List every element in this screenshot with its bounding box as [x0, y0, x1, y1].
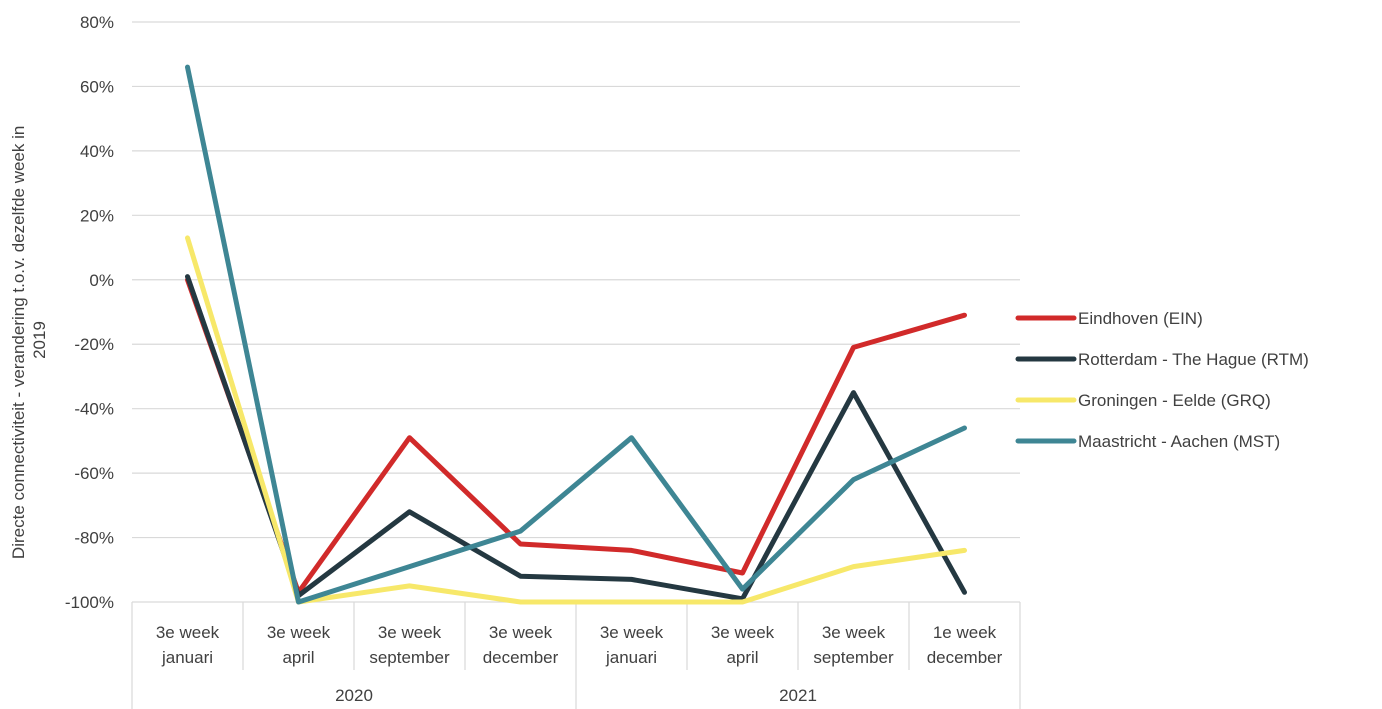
y-tick-label: 80%: [80, 13, 114, 32]
x-tick-label: 3e week: [711, 623, 775, 642]
series-line: [185, 64, 967, 605]
x-tick-label: 3e week: [156, 623, 220, 642]
series-line: [185, 274, 967, 602]
legend-label: Rotterdam - The Hague (RTM): [1078, 350, 1309, 369]
legend-label: Groningen - Eelde (GRQ): [1078, 391, 1271, 410]
y-axis-title: Directe connectiviteit - verandering t.o…: [9, 121, 49, 559]
y-axis-title-line-2: 2019: [30, 321, 49, 359]
x-tick-label: december: [927, 648, 1003, 667]
y-tick-label: 60%: [80, 77, 114, 96]
series-line: [185, 277, 967, 595]
x-tick-label: 3e week: [822, 623, 886, 642]
gridlines: [132, 21, 1020, 603]
y-tick-label: -100%: [65, 593, 114, 612]
y-axis: 80% 60% 40% 20% 0% -20% -40% -60% -80% -100%: [65, 13, 114, 612]
x-tick-label: 3e week: [378, 623, 442, 642]
y-tick-label: 0%: [89, 271, 114, 290]
x-tick-label: 1e week: [933, 623, 997, 642]
x-tick-label: januari: [161, 648, 213, 667]
y-tick-label: -60%: [74, 464, 114, 483]
x-group-label: 2021: [779, 686, 817, 705]
y-tick-label: -80%: [74, 529, 114, 548]
x-tick-label: september: [813, 648, 894, 667]
legend-label: Maastricht - Aachen (MST): [1078, 432, 1280, 451]
x-axis: 3e week januari 3e week april 3e week septemb…: [131, 602, 1021, 709]
y-axis-title-line-1: Directe connectiviteit - verandering t.o…: [9, 126, 28, 559]
x-tick-label: september: [369, 648, 450, 667]
x-tick-label: 3e week: [489, 623, 553, 642]
y-tick-label: -20%: [74, 335, 114, 354]
series-line: [185, 235, 967, 605]
legend: Eindhoven (EIN) Rotterdam - The Hague (RT…: [1015, 309, 1309, 451]
x-tick-label: april: [726, 648, 758, 667]
x-tick-label: april: [282, 648, 314, 667]
x-tick-label: 3e week: [600, 623, 664, 642]
x-tick-label: januari: [605, 648, 657, 667]
y-tick-label: 20%: [80, 206, 114, 225]
series-lines: [185, 64, 967, 605]
x-group-label: 2020: [335, 686, 373, 705]
x-tick-label: 3e week: [267, 623, 331, 642]
legend-label: Eindhoven (EIN): [1078, 309, 1203, 328]
y-tick-label: -40%: [74, 400, 114, 419]
y-tick-label: 40%: [80, 142, 114, 161]
x-tick-label: december: [483, 648, 559, 667]
